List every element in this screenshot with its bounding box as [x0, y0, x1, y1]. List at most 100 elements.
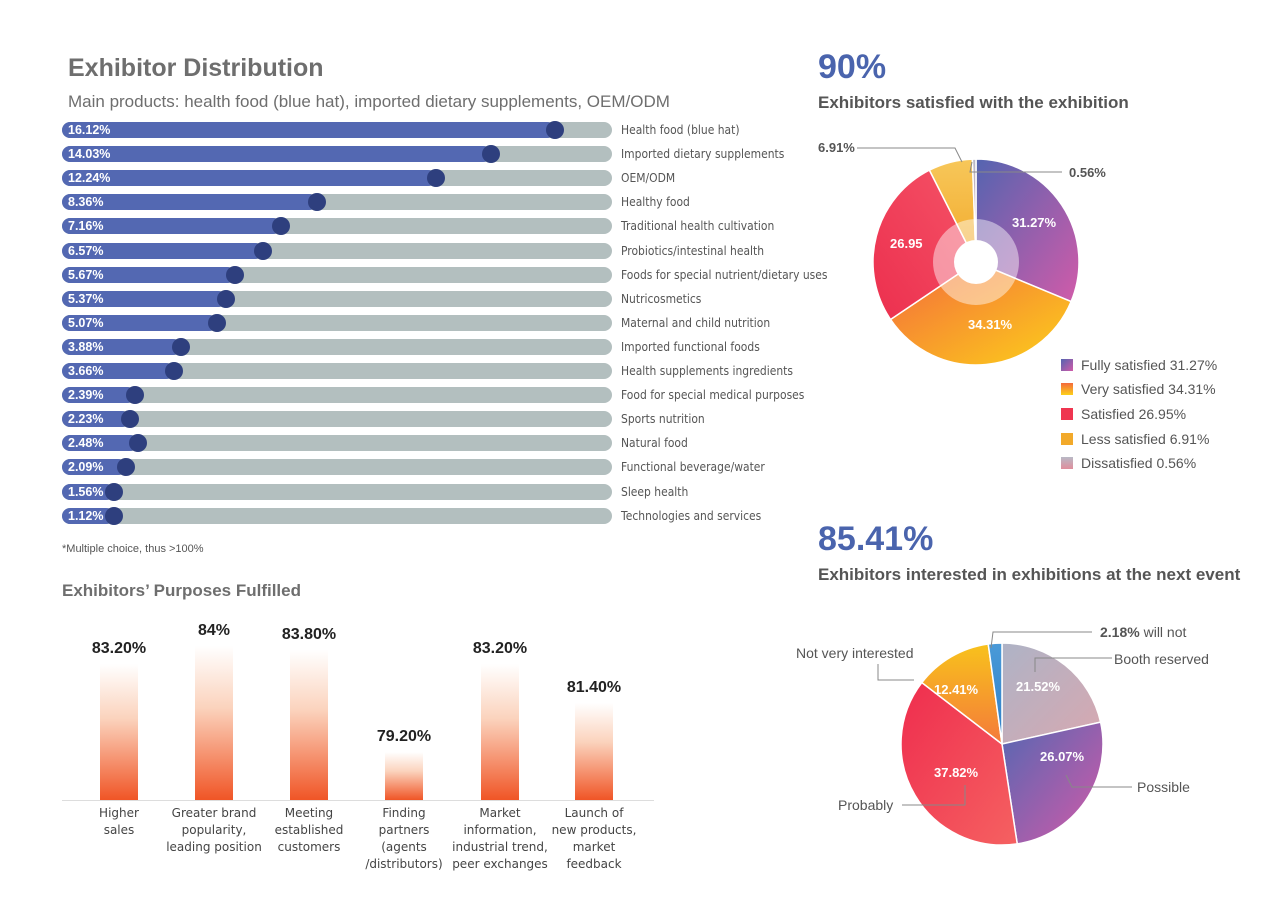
bar-fill: 16.12% — [62, 122, 555, 138]
callout-will-not-value: 2.18% — [1100, 624, 1140, 640]
bar-knob — [121, 410, 140, 429]
purpose-value-label: 83.80% — [281, 626, 337, 644]
slice-label-probably: 37.82% — [934, 765, 979, 780]
purpose-bar — [481, 663, 519, 800]
donut-slice-fully — [975, 158, 1080, 303]
bar-fill: 2.48% — [62, 435, 138, 452]
purpose-category-label: Finding partners (agents/distributors) — [344, 805, 464, 873]
bar-knob — [253, 241, 272, 260]
slice-label-dissatisfied: 0.56% — [1069, 165, 1106, 180]
purpose-category-label: Launch of new products, market feedback — [534, 805, 654, 873]
bar-value-label: 7.16% — [68, 219, 104, 234]
purpose-category-line: sales — [103, 823, 135, 837]
bar-fill: 3.66% — [62, 363, 174, 379]
callout-will-not-text: will not — [1139, 624, 1187, 640]
satisfaction-subtitle: Exhibitors satisfied with the exhibition — [818, 93, 1129, 112]
legend-label: Dissatisfied 0.56% — [1081, 455, 1197, 471]
bar-track: 16.12% — [62, 121, 612, 139]
bar-category-label: Health supplements ingredients — [621, 363, 793, 378]
legend-swatch — [1061, 457, 1073, 469]
bar-category-label: Foods for special nutrient/dietary uses — [621, 266, 828, 282]
purpose-category-label: Greater brand popularity, leading position — [154, 805, 274, 856]
purpose-value-label: 79.20% — [376, 727, 432, 745]
purpose-bar — [290, 650, 328, 800]
pie-slice-probably — [900, 681, 1019, 846]
purpose-category-label: Market information, industrial trend, peer … — [440, 805, 560, 873]
bar-knob — [427, 169, 445, 188]
purpose-category-line: customers — [277, 840, 341, 854]
legend-less: Less satisfied 6.91% — [1061, 431, 1209, 447]
donut-hole — [954, 240, 998, 284]
purpose-category-line: industrial trend, — [452, 840, 548, 854]
purpose-category-line: peer exchanges — [452, 857, 548, 871]
purpose-value-label: 83.20% — [472, 639, 528, 657]
purpose-bar — [195, 646, 233, 800]
bar-value-label: 3.66% — [68, 364, 104, 378]
bar-category-label: Imported dietary supplements — [621, 146, 785, 162]
distribution-subtitle: Main products: health food (blue hat), i… — [68, 92, 670, 111]
bar-track: 2.09% — [62, 458, 612, 477]
bar-category-label: Functional beverage/water — [621, 459, 765, 475]
bar-value-label: 2.39% — [68, 388, 104, 403]
donut-slice-very — [889, 261, 1073, 366]
bar-track: 2.39% — [62, 386, 612, 405]
bar-category-label: Technologies and services — [621, 507, 762, 523]
slice-label-satisfied: 26.95 — [890, 236, 923, 251]
leader-will-not — [990, 631, 1092, 649]
legend-swatch — [1061, 383, 1073, 395]
bar-value-label: 12.24% — [68, 171, 111, 186]
legend-dissatisfied: Dissatisfied 0.56% — [1061, 455, 1196, 471]
bar-value-label: 5.07% — [68, 315, 104, 330]
purpose-category-line: (agents — [381, 840, 427, 854]
bar-category-label: Natural food — [621, 435, 688, 451]
purpose-value-label: 83.20% — [91, 639, 147, 657]
legend-label: Very satisfied 34.31% — [1081, 381, 1216, 397]
bar-fill: 5.07% — [62, 314, 217, 331]
callout-probably: Probably — [838, 797, 894, 813]
donut-slice-satisfied — [872, 169, 977, 321]
interest-subtitle: Exhibitors interested in exhibitions at … — [818, 565, 1241, 584]
purpose-bar — [575, 703, 613, 800]
purpose-category-line: Market — [479, 806, 521, 820]
purpose-bar — [385, 751, 423, 800]
bar-fill: 5.67% — [62, 266, 236, 283]
purpose-category-line: leading position — [166, 840, 262, 854]
purpose-bar — [100, 663, 138, 800]
bar-value-label: 2.48% — [68, 436, 104, 451]
bar-knob — [105, 482, 123, 501]
bar-category-label: Sports nutrition — [621, 411, 705, 427]
bar-track: 7.16% — [62, 217, 612, 236]
bar-fill: 1.12% — [62, 507, 114, 524]
bar-value-label: 1.12% — [68, 508, 104, 523]
purpose-category-label: Meeting established customers — [249, 805, 369, 856]
purposes-baseline — [62, 800, 654, 801]
bar-fill: 7.16% — [62, 218, 281, 235]
bar-track: 2.23% — [62, 410, 612, 429]
legend-swatch — [1061, 433, 1073, 445]
bar-knob — [481, 145, 500, 164]
legend-swatch — [1061, 408, 1073, 420]
bar-value-label: 16.12% — [68, 123, 111, 137]
bar-track: 1.12% — [62, 506, 612, 525]
bar-knob — [171, 337, 190, 356]
bar-knob — [545, 121, 564, 139]
leader-less-satisfied — [857, 147, 963, 163]
purpose-value-label: 84% — [197, 622, 231, 639]
bar-knob — [105, 506, 123, 525]
bar-category-label: Sleep health — [621, 483, 689, 499]
bar-value-label: 2.23% — [68, 412, 104, 427]
bar-knob — [128, 434, 147, 453]
purpose-category-line: popularity, — [181, 823, 247, 837]
bar-knob — [217, 289, 236, 308]
footnote: *Multiple choice, thus >100% — [62, 543, 204, 555]
bar-track: 12.24% — [62, 169, 612, 188]
bar-value-label: 2.09% — [68, 460, 104, 475]
pie-slice-booth — [1001, 642, 1102, 745]
bar-track: 3.88% — [62, 337, 612, 356]
legend-label: Less satisfied 6.91% — [1081, 431, 1210, 447]
bar-value-label: 8.36% — [68, 195, 104, 210]
bar-fill: 3.88% — [62, 338, 181, 355]
bar-knob — [226, 265, 245, 284]
pie-slice-not-very — [920, 643, 1003, 746]
purpose-category-label: Higher sales — [59, 805, 179, 839]
